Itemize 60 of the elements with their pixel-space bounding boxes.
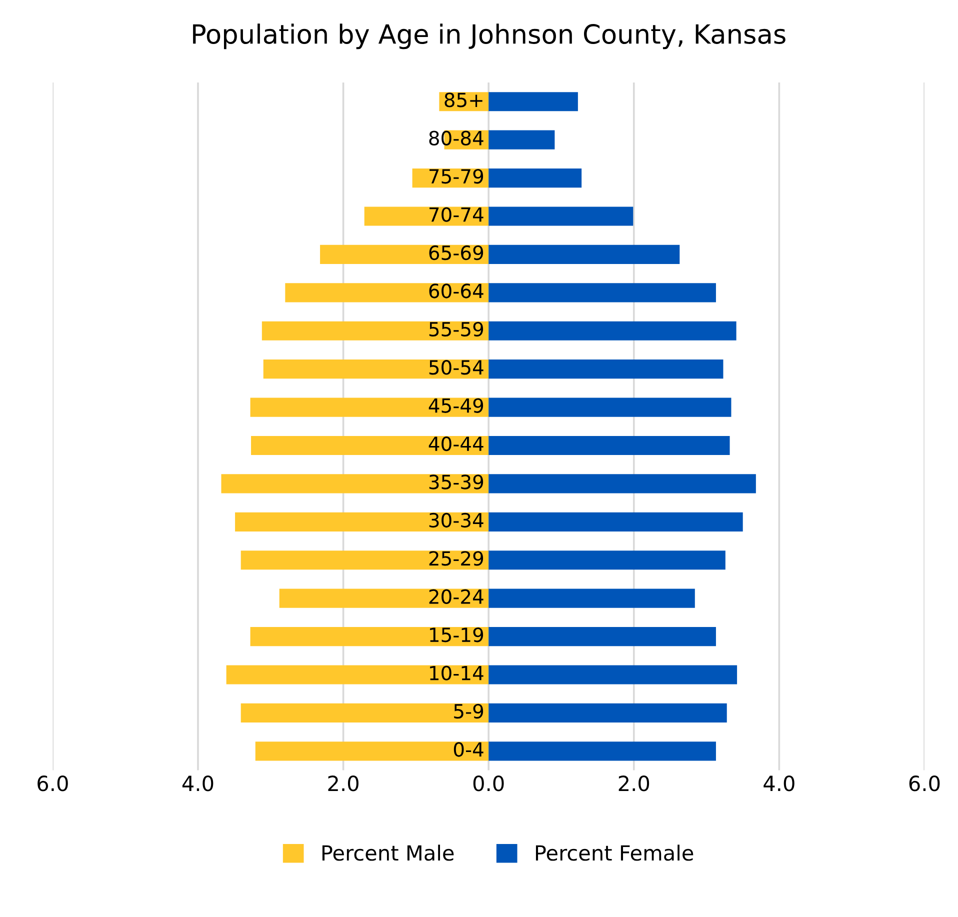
bar — [488, 321, 736, 340]
y-tick-label: 35-39 — [429, 474, 484, 490]
x-tick-label: 0.0 — [473, 776, 504, 792]
x-tick-label: 2.0 — [328, 776, 358, 792]
bar — [488, 627, 716, 646]
legend-label: Percent Male — [322, 844, 454, 861]
bar — [488, 360, 724, 379]
y-tick-label: 45-49 — [428, 398, 484, 413]
x-tick-label: 6.0 — [38, 776, 68, 792]
chart-title: Population by Age in Johnson County, Kansas — [193, 24, 786, 50]
bar — [279, 588, 489, 608]
y-tick-label: 50-54 — [429, 360, 484, 375]
x-tick-label: 2.0 — [618, 776, 650, 792]
bar — [488, 244, 680, 264]
bar — [221, 474, 489, 494]
bar — [263, 360, 489, 379]
bar — [488, 665, 738, 684]
bar — [251, 436, 489, 456]
bar — [488, 474, 756, 494]
bar — [364, 206, 489, 226]
x-tick-label: 4.0 — [764, 776, 794, 792]
y-tick-label: 85+ — [444, 92, 482, 108]
bar — [488, 168, 582, 188]
bar — [488, 703, 727, 723]
y-tick-label: 70-74 — [430, 207, 484, 222]
bar — [250, 627, 489, 646]
bar — [488, 550, 726, 570]
x-tick-label: 4.0 — [182, 776, 214, 792]
y-tick-label: 40-44 — [428, 436, 484, 452]
y-tick-label: 5-9 — [454, 704, 484, 719]
bar — [240, 703, 489, 723]
bar — [488, 588, 695, 608]
bar — [488, 206, 634, 226]
y-tick-label: 60-64 — [429, 284, 484, 298]
bar — [240, 550, 489, 570]
bar — [255, 742, 489, 761]
y-tick-label: 25-29 — [429, 551, 484, 566]
y-tick-label: 10-14 — [430, 666, 484, 680]
bar — [250, 398, 489, 417]
bar — [320, 244, 489, 264]
y-tick-label: 55-59 — [429, 322, 484, 337]
bar — [488, 283, 716, 302]
bar — [488, 512, 743, 532]
x-tick-label: 6.0 — [909, 776, 940, 792]
y-tick-label: 15-19 — [430, 627, 484, 642]
bar — [488, 92, 578, 112]
y-tick-label: 65-69 — [429, 245, 484, 260]
legend-label: Percent Female — [536, 844, 694, 861]
y-tick-label: 0-4 — [454, 742, 484, 757]
bar — [285, 283, 489, 302]
bar — [262, 321, 489, 340]
bar — [226, 665, 489, 684]
y-tick-label: 30-34 — [429, 512, 484, 528]
bar — [488, 436, 730, 456]
bar — [488, 130, 555, 150]
y-tick-label: 20-24 — [429, 589, 484, 604]
bar — [488, 398, 732, 417]
bar — [488, 742, 716, 761]
y-tick-label: 75-79 — [430, 168, 484, 184]
bar — [235, 512, 489, 532]
